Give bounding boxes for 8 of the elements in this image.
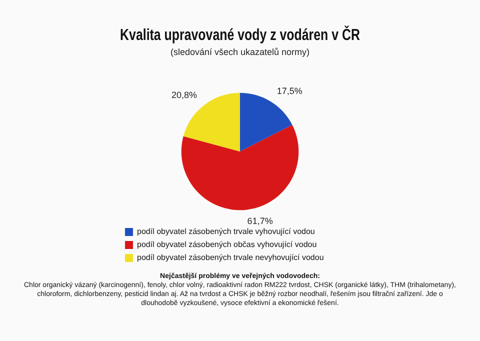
chart-title: Kvalita upravované vody z vodáren v ČR [120, 25, 361, 44]
chart-subtitle: (sledování všech ukazatelů normy) [170, 47, 310, 58]
data-label: 20,8% [172, 90, 198, 100]
data-label: 61,7% [247, 216, 273, 226]
legend-label: podíl obyvatel zásobených občas vyhovující vodou [137, 240, 317, 250]
legend-label: podíl obyvatel zásobených trvale nevyhovující vodou [137, 253, 324, 262]
data-label: 17,5% [276, 86, 302, 96]
legend-label: podíl obyvatel zásobených trvale vyhovující vodou [137, 227, 315, 236]
